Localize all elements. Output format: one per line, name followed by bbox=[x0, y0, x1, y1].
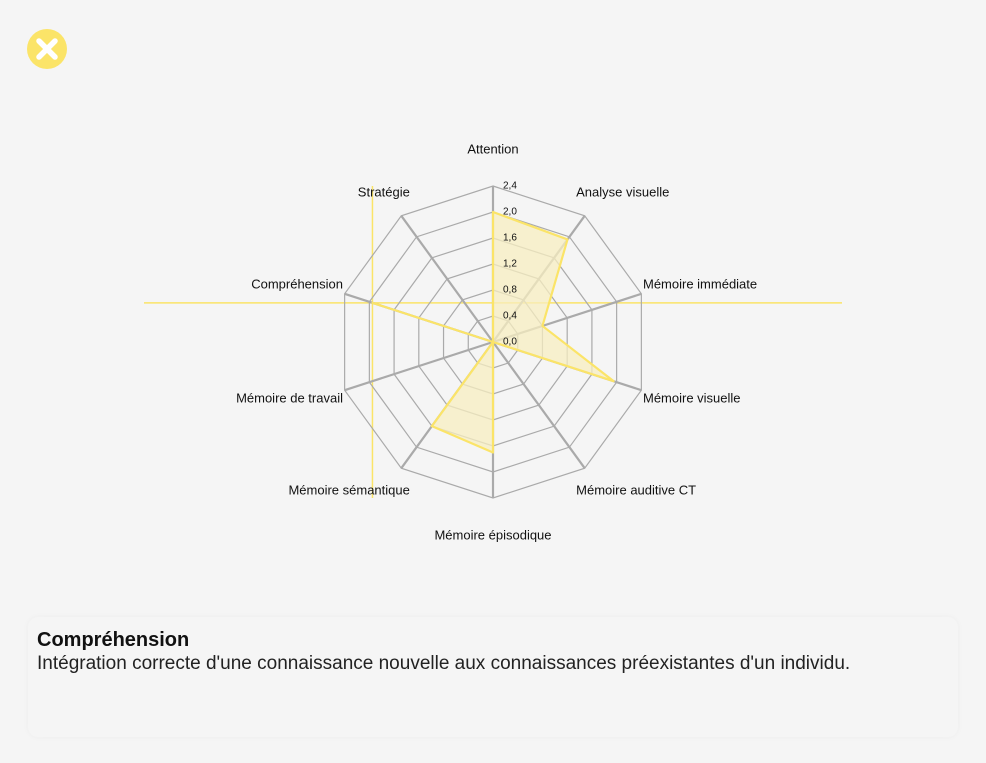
axis-labels: Attention Analyse visuelle Mémoire immédia… bbox=[236, 141, 757, 542]
axis-label[interactable]: Stratégie bbox=[358, 185, 410, 200]
grid-spoke bbox=[344, 340, 494, 392]
close-button[interactable] bbox=[26, 28, 68, 70]
series-area bbox=[371, 210, 615, 454]
tick-label: 0,0 bbox=[503, 337, 517, 348]
axis-label[interactable]: Mémoire de travail bbox=[236, 390, 343, 405]
info-title: Compréhension bbox=[37, 629, 190, 651]
info-panel: Compréhension Intégration correcte d'une… bbox=[28, 617, 958, 737]
radar-chart: 0,0 0,4 0,8 1,2 1,6 2,0 2,4 Attention Analyse v… bbox=[144, 141, 842, 542]
close-icon bbox=[27, 29, 67, 69]
axis-label[interactable]: Mémoire visuelle bbox=[643, 390, 741, 405]
axis-label[interactable]: Compréhension bbox=[251, 277, 343, 292]
axis-label[interactable]: Mémoire auditive CT bbox=[576, 482, 696, 497]
tick-label: 2,0 bbox=[503, 207, 517, 218]
axis-label[interactable]: Mémoire immédiate bbox=[643, 277, 757, 292]
info-description: Intégration correcte d'une connaissance … bbox=[37, 653, 851, 674]
axis-label[interactable]: Attention bbox=[467, 141, 518, 156]
grid-spoke bbox=[400, 215, 494, 343]
tick-label: 1,6 bbox=[503, 233, 517, 244]
grid-spoke bbox=[492, 341, 586, 469]
tick-label: 0,8 bbox=[503, 285, 517, 296]
tick-label: 2,4 bbox=[503, 181, 517, 192]
axis-label[interactable]: Mémoire sémantique bbox=[288, 482, 409, 497]
axis-label[interactable]: Analyse visuelle bbox=[576, 185, 669, 200]
tick-label: 1,2 bbox=[503, 259, 517, 270]
axis-label[interactable]: Mémoire épisodique bbox=[434, 527, 551, 542]
tick-labels: 0,0 0,4 0,8 1,2 1,6 2,0 2,4 bbox=[503, 181, 517, 348]
radar-series bbox=[371, 210, 615, 454]
tick-label: 0,4 bbox=[503, 311, 517, 322]
